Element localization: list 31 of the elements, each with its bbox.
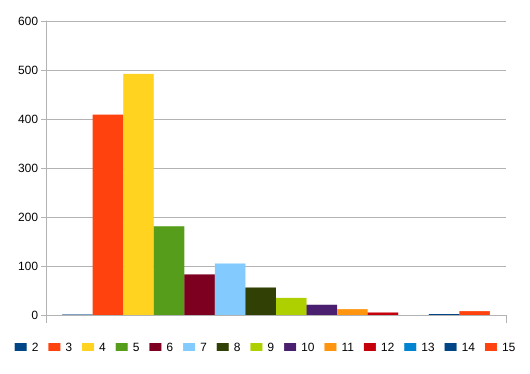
bar xyxy=(214,264,246,315)
legend-label: 4 xyxy=(99,340,106,354)
bar xyxy=(245,288,276,315)
bar xyxy=(92,114,124,315)
bar xyxy=(184,274,215,315)
bar xyxy=(276,298,307,315)
y-tick-label: 100 xyxy=(18,259,38,273)
legend-label: 9 xyxy=(267,340,274,354)
legend-label: 2 xyxy=(32,340,39,354)
y-tick-label: 200 xyxy=(18,210,38,224)
y-tick-label: 600 xyxy=(18,14,38,28)
legend-label: 13 xyxy=(421,340,435,354)
legend-label: 14 xyxy=(462,340,476,354)
bar xyxy=(459,311,490,315)
bar xyxy=(154,226,184,315)
legend-label: 5 xyxy=(132,340,140,354)
y-tick-label: 0 xyxy=(31,308,38,322)
y-tick-label: 300 xyxy=(18,161,38,175)
legend-label: 8 xyxy=(234,340,241,354)
legend-label: 15 xyxy=(502,340,516,354)
legend-label: 11 xyxy=(341,340,354,354)
y-tick-label: 500 xyxy=(18,63,38,77)
bar xyxy=(123,74,154,315)
bar xyxy=(306,304,338,315)
y-tick-label: 400 xyxy=(18,112,38,126)
legend-label: 6 xyxy=(166,340,174,354)
legend-label: 7 xyxy=(200,340,208,354)
legend-label: 10 xyxy=(301,340,315,354)
legend-label: 12 xyxy=(380,340,395,354)
bar xyxy=(337,309,368,315)
legend-label: 3 xyxy=(65,340,72,354)
